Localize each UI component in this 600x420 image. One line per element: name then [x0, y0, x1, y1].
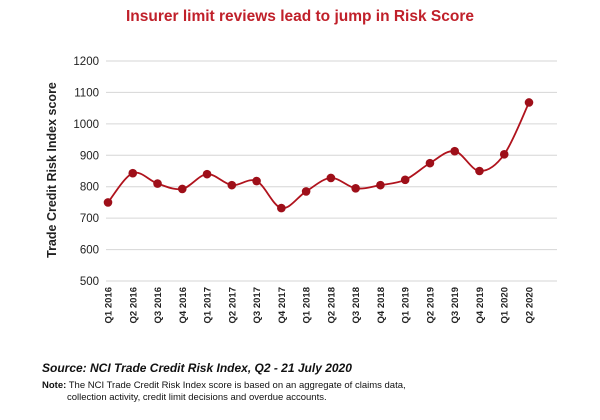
- x-tick-label: Q2 2020: [525, 287, 536, 323]
- note-line-1: The NCI Trade Credit Risk Index score is…: [68, 380, 406, 391]
- data-point: [425, 158, 435, 168]
- y-axis-ticks: 500 600 700 800 900 1000 1100 1200: [73, 56, 99, 288]
- x-tick-label: Q1 2020: [500, 287, 511, 323]
- x-tick-label: Q1 2019: [401, 287, 412, 323]
- data-point: [524, 98, 534, 107]
- x-tick-label: Q4 2017: [277, 287, 288, 323]
- data-points: [103, 98, 534, 213]
- data-point: [475, 166, 484, 176]
- y-tick-label: 1000: [73, 119, 99, 131]
- chart-title: Insurer limit reviews lead to jump in Ri…: [125, 8, 474, 25]
- x-tick-label: Q3 2016: [153, 287, 164, 323]
- x-tick-label: Q1 2016: [104, 287, 115, 323]
- data-point: [277, 203, 286, 213]
- x-tick-label: Q2 2018: [326, 287, 337, 323]
- data-point: [103, 198, 113, 207]
- x-tick-label: Q2 2019: [425, 287, 436, 323]
- x-tick-label: Q3 2019: [450, 287, 461, 323]
- data-point: [499, 150, 509, 159]
- data-point: [376, 180, 385, 190]
- data-point: [301, 187, 311, 196]
- data-point: [400, 175, 410, 185]
- y-tick-label: 1200: [73, 56, 99, 68]
- line-chart: 500 600 700 800 900 1000 1100 1200 Q1 2016 Q2 20…: [45, 56, 557, 323]
- data-point: [153, 179, 162, 188]
- x-axis-ticks: Q1 2016 Q2 2016 Q3 2016 Q4 2016 Q1 2017 Q2 20…: [104, 287, 536, 323]
- data-point: [326, 173, 336, 183]
- x-tick-label: Q4 2019: [475, 287, 486, 323]
- data-point: [177, 184, 187, 194]
- note-line-2: collection activity, credit limit decisi…: [67, 392, 327, 403]
- data-point: [450, 146, 460, 156]
- y-tick-label: 1100: [74, 87, 99, 99]
- data-point: [351, 183, 360, 193]
- source-note: Source: NCI Trade Credit Risk Index, Q2 …: [42, 361, 352, 375]
- y-tick-label: 600: [80, 245, 99, 257]
- y-tick-label: 800: [80, 182, 99, 194]
- data-point: [128, 168, 138, 178]
- x-tick-label: Q3 2018: [351, 287, 362, 323]
- x-tick-label: Q2 2016: [128, 287, 139, 323]
- y-tick-label: 500: [80, 276, 99, 288]
- y-axis-label: Trade Credit Risk Index score: [45, 82, 59, 258]
- x-tick-label: Q2 2017: [227, 287, 238, 323]
- y-tick-label: 700: [80, 213, 99, 225]
- data-point: [227, 180, 237, 190]
- y-tick-label: 900: [80, 150, 99, 162]
- data-point: [202, 169, 212, 179]
- x-tick-label: Q3 2017: [252, 287, 263, 323]
- x-tick-label: Q4 2016: [178, 287, 189, 323]
- data-point: [252, 176, 261, 186]
- note-block: Note: The NCI Trade Credit Risk Index sc…: [42, 380, 562, 404]
- x-tick-label: Q1 2018: [302, 287, 313, 323]
- gridlines: [106, 60, 557, 282]
- x-tick-label: Q4 2018: [376, 287, 387, 323]
- x-tick-label: Q1 2017: [203, 287, 214, 323]
- note-label: Note:: [42, 380, 67, 391]
